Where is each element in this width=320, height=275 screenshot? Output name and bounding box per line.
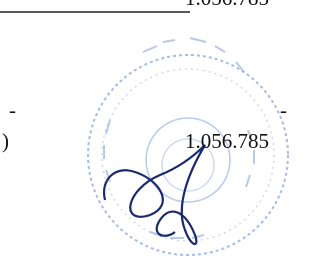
header-value: 1.056.785 xyxy=(185,0,269,9)
signature xyxy=(104,145,205,244)
stamp-outer-ring xyxy=(88,55,288,255)
row-right: - xyxy=(280,100,287,121)
document-fragment: 1.056.785 - - ) 1.056.785 xyxy=(0,0,293,275)
stamp-inner-ring xyxy=(102,69,274,241)
row-left: - xyxy=(9,100,16,121)
row-left: ) xyxy=(2,131,9,152)
row-right: 1.056.785 xyxy=(185,131,269,152)
